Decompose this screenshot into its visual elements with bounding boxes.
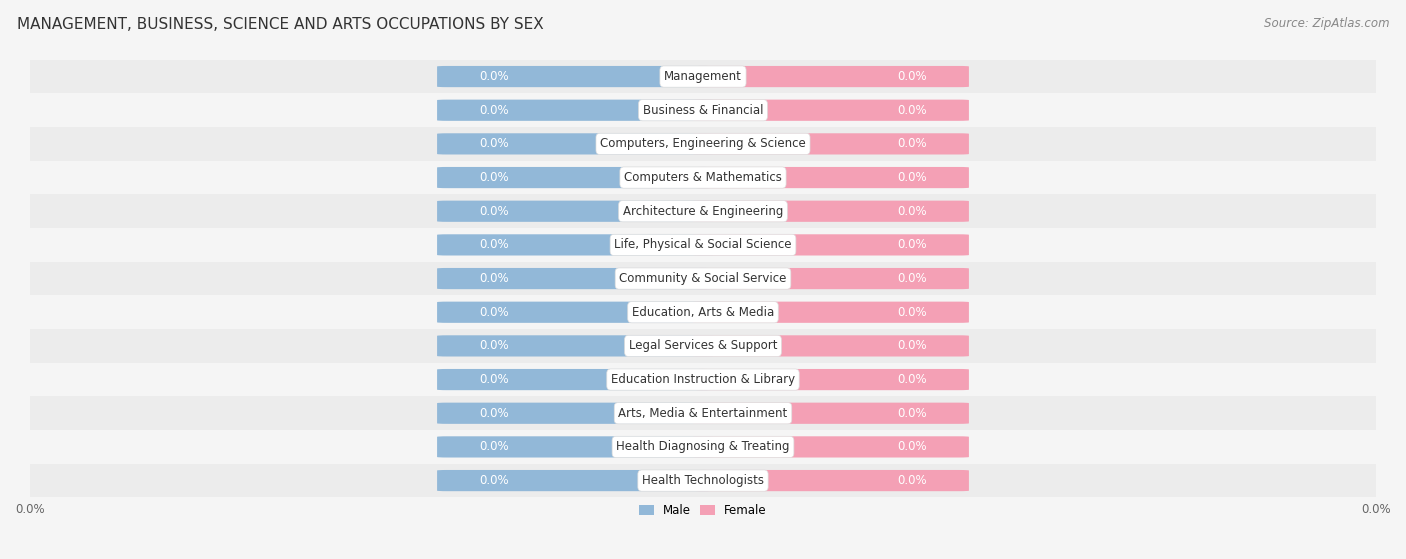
Bar: [30, 93, 1376, 127]
FancyBboxPatch shape: [437, 201, 713, 222]
Text: 0.0%: 0.0%: [897, 70, 927, 83]
Bar: [30, 60, 1376, 93]
Text: 0.0%: 0.0%: [897, 272, 927, 285]
FancyBboxPatch shape: [693, 402, 969, 424]
Bar: [30, 363, 1376, 396]
Text: 0.0%: 0.0%: [479, 70, 509, 83]
FancyBboxPatch shape: [693, 133, 969, 154]
Text: Arts, Media & Entertainment: Arts, Media & Entertainment: [619, 407, 787, 420]
FancyBboxPatch shape: [693, 234, 969, 255]
FancyBboxPatch shape: [693, 66, 969, 87]
FancyBboxPatch shape: [693, 335, 969, 357]
Text: 0.0%: 0.0%: [897, 205, 927, 217]
Text: 0.0%: 0.0%: [479, 272, 509, 285]
FancyBboxPatch shape: [437, 369, 713, 390]
Legend: Male, Female: Male, Female: [634, 500, 772, 522]
Text: 0.0%: 0.0%: [897, 238, 927, 252]
Text: Computers & Mathematics: Computers & Mathematics: [624, 171, 782, 184]
FancyBboxPatch shape: [693, 437, 969, 457]
Text: 0.0%: 0.0%: [897, 474, 927, 487]
Text: Health Diagnosing & Treating: Health Diagnosing & Treating: [616, 440, 790, 453]
Bar: [30, 161, 1376, 195]
Text: Community & Social Service: Community & Social Service: [619, 272, 787, 285]
FancyBboxPatch shape: [437, 268, 713, 289]
Text: Education, Arts & Media: Education, Arts & Media: [631, 306, 775, 319]
Text: 0.0%: 0.0%: [479, 440, 509, 453]
Text: 0.0%: 0.0%: [897, 339, 927, 352]
FancyBboxPatch shape: [437, 470, 713, 491]
FancyBboxPatch shape: [693, 369, 969, 390]
Text: 0.0%: 0.0%: [897, 171, 927, 184]
Text: 0.0%: 0.0%: [479, 339, 509, 352]
FancyBboxPatch shape: [437, 167, 713, 188]
Text: 0.0%: 0.0%: [479, 238, 509, 252]
FancyBboxPatch shape: [693, 167, 969, 188]
Text: 0.0%: 0.0%: [479, 104, 509, 117]
Text: Education Instruction & Library: Education Instruction & Library: [612, 373, 794, 386]
FancyBboxPatch shape: [693, 100, 969, 121]
Bar: [30, 430, 1376, 464]
Text: 0.0%: 0.0%: [479, 205, 509, 217]
Text: 0.0%: 0.0%: [897, 440, 927, 453]
FancyBboxPatch shape: [437, 437, 713, 457]
Text: Life, Physical & Social Science: Life, Physical & Social Science: [614, 238, 792, 252]
Text: 0.0%: 0.0%: [479, 171, 509, 184]
FancyBboxPatch shape: [437, 133, 713, 154]
Text: 0.0%: 0.0%: [479, 306, 509, 319]
Text: MANAGEMENT, BUSINESS, SCIENCE AND ARTS OCCUPATIONS BY SEX: MANAGEMENT, BUSINESS, SCIENCE AND ARTS O…: [17, 17, 544, 32]
Text: Computers, Engineering & Science: Computers, Engineering & Science: [600, 138, 806, 150]
Bar: [30, 262, 1376, 295]
FancyBboxPatch shape: [437, 66, 713, 87]
FancyBboxPatch shape: [437, 100, 713, 121]
FancyBboxPatch shape: [693, 268, 969, 289]
Bar: [30, 195, 1376, 228]
Bar: [30, 396, 1376, 430]
Text: Architecture & Engineering: Architecture & Engineering: [623, 205, 783, 217]
Text: 0.0%: 0.0%: [479, 138, 509, 150]
Text: 0.0%: 0.0%: [479, 373, 509, 386]
Text: 0.0%: 0.0%: [479, 474, 509, 487]
Text: 0.0%: 0.0%: [479, 407, 509, 420]
Bar: [30, 295, 1376, 329]
Text: 0.0%: 0.0%: [897, 373, 927, 386]
FancyBboxPatch shape: [437, 302, 713, 323]
Bar: [30, 228, 1376, 262]
Text: Source: ZipAtlas.com: Source: ZipAtlas.com: [1264, 17, 1389, 30]
FancyBboxPatch shape: [693, 201, 969, 222]
Text: 0.0%: 0.0%: [897, 138, 927, 150]
Bar: [30, 329, 1376, 363]
Text: 0.0%: 0.0%: [897, 104, 927, 117]
Text: Management: Management: [664, 70, 742, 83]
FancyBboxPatch shape: [693, 470, 969, 491]
Text: Business & Financial: Business & Financial: [643, 104, 763, 117]
FancyBboxPatch shape: [437, 335, 713, 357]
FancyBboxPatch shape: [693, 302, 969, 323]
FancyBboxPatch shape: [437, 402, 713, 424]
FancyBboxPatch shape: [437, 234, 713, 255]
Text: Health Technologists: Health Technologists: [643, 474, 763, 487]
Text: 0.0%: 0.0%: [897, 407, 927, 420]
Text: Legal Services & Support: Legal Services & Support: [628, 339, 778, 352]
Text: 0.0%: 0.0%: [897, 306, 927, 319]
Bar: [30, 127, 1376, 161]
Bar: [30, 464, 1376, 498]
